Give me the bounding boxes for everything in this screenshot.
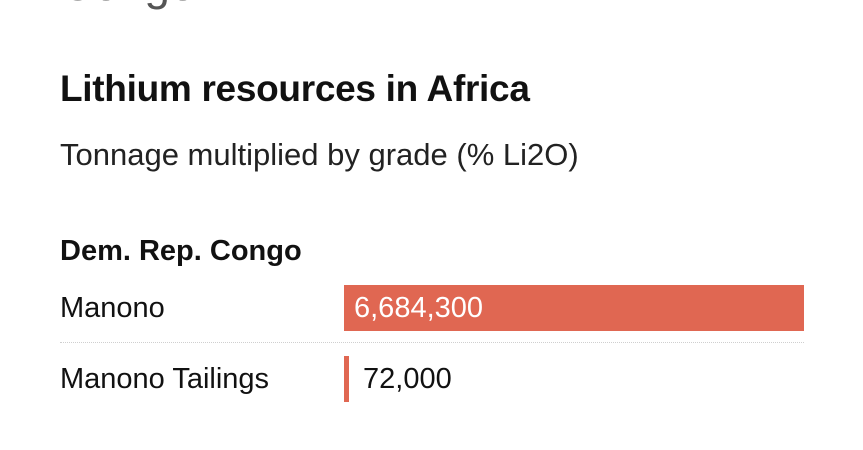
chart-subtitle: Tonnage multiplied by grade (% Li2O) — [60, 137, 579, 172]
category-label: Manono — [60, 292, 165, 324]
group-label: Dem. Rep. Congo — [60, 235, 302, 267]
bar-row: Manono Tailings 72,000 — [0, 356, 863, 402]
category-label: Manono Tailings — [60, 363, 270, 395]
chart-title: Lithium resources in Africa — [60, 68, 530, 109]
data-label: 72,000 — [363, 363, 452, 395]
cut-off-heading: Congo — [60, 0, 196, 10]
data-label: 6,684,300 — [354, 292, 484, 324]
bar — [344, 285, 804, 331]
bar — [344, 356, 349, 402]
row-divider — [60, 342, 804, 343]
bar-row: Manono 6,684,300 — [0, 285, 863, 331]
